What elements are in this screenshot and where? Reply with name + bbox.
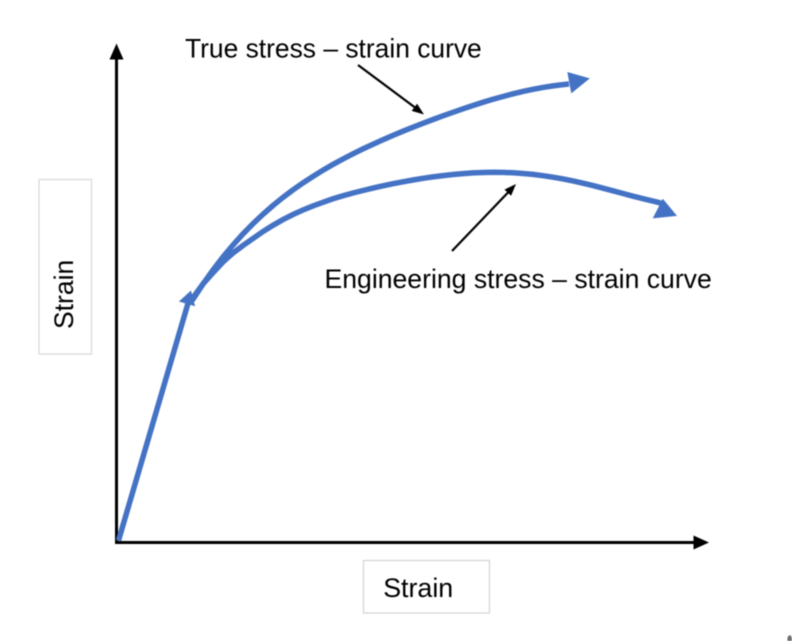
svg-text:True stress – strain curve: True stress – strain curve [185, 34, 482, 64]
svg-text:Strain: Strain [383, 573, 453, 603]
svg-text:Engineering stress – strain cu: Engineering stress – strain curve [325, 264, 712, 294]
svg-text:Strain: Strain [49, 260, 79, 329]
